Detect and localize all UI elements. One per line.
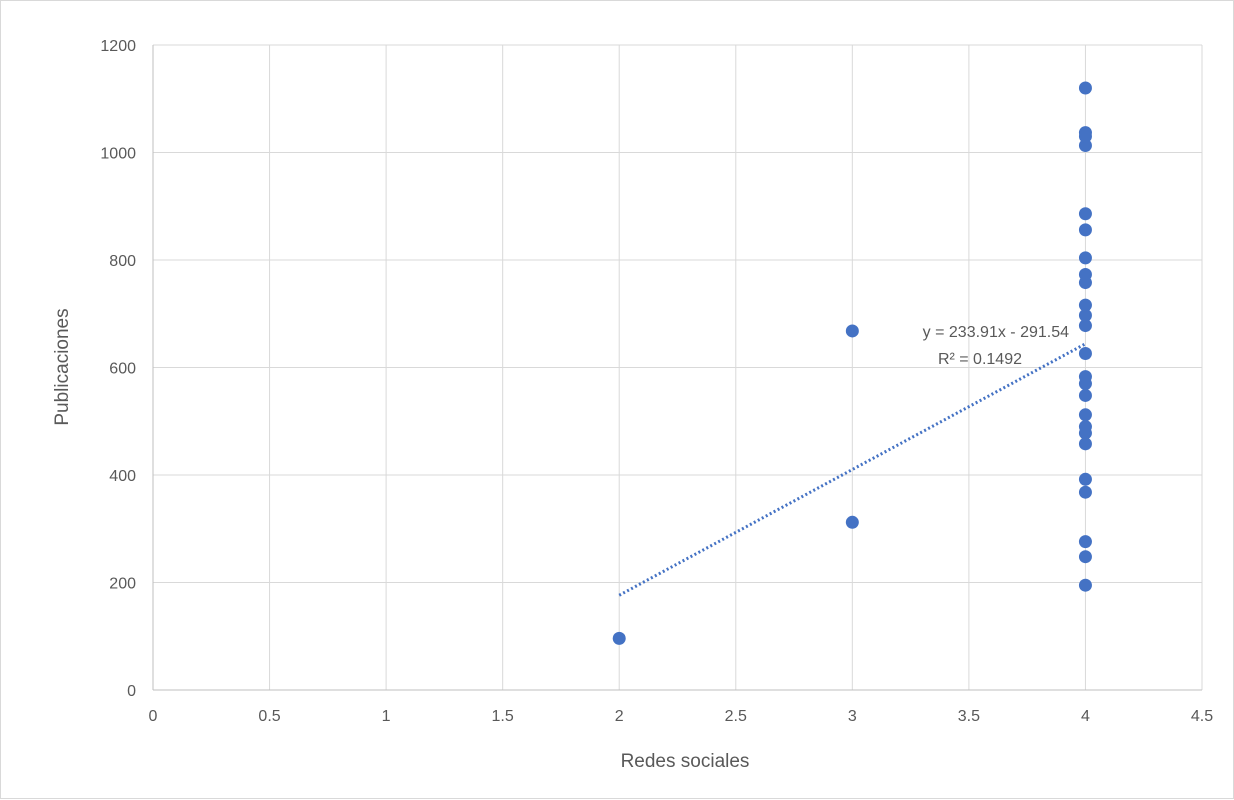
data-point	[1078, 437, 1092, 451]
data-point	[1078, 535, 1092, 549]
x-axis-title: Redes sociales	[621, 751, 750, 772]
data-point	[612, 631, 626, 645]
y-tick-label: 1000	[100, 146, 136, 163]
trendline-equation: y = 233.91x - 291.54	[923, 324, 1069, 341]
trendline-r-squared: R² = 0.1492	[938, 351, 1022, 368]
tick-labels: 0 0.5 1 1.5 2 2.5 3 3.5 4 4.5 0 200 400 600 800 1000 120…	[100, 38, 1213, 725]
x-tick-label: 3.5	[958, 708, 980, 725]
x-tick-label: 2	[615, 708, 624, 725]
data-point	[1078, 207, 1092, 221]
data-point	[1078, 319, 1092, 333]
data-point	[1078, 472, 1092, 486]
axes	[152, 45, 1202, 691]
gridlines	[153, 44, 1203, 690]
y-axis-title: Publicaciones	[52, 308, 73, 425]
y-tick-label: 1200	[100, 38, 136, 55]
data-point	[1078, 81, 1092, 95]
x-tick-label: 0	[149, 708, 158, 725]
data-point	[1078, 420, 1092, 434]
data-point	[1078, 223, 1092, 237]
data-point	[1078, 126, 1092, 140]
data-point	[1078, 347, 1092, 361]
data-point	[1078, 268, 1092, 282]
x-tick-label: 4	[1081, 708, 1090, 725]
data-points	[612, 81, 1092, 645]
x-tick-label: 0.5	[258, 708, 280, 725]
data-point	[1078, 370, 1092, 384]
y-tick-label: 200	[109, 576, 136, 593]
y-tick-label: 400	[109, 468, 136, 485]
y-tick-label: 0	[127, 683, 136, 700]
x-tick-label: 4.5	[1191, 708, 1213, 725]
y-tick-label: 800	[109, 253, 136, 270]
data-point	[1078, 578, 1092, 592]
data-point	[1078, 408, 1092, 422]
x-tick-label: 1	[382, 708, 391, 725]
trendline	[618, 342, 1087, 597]
x-tick-label: 1.5	[492, 708, 514, 725]
y-tick-label: 600	[109, 361, 136, 378]
x-tick-label: 3	[848, 708, 857, 725]
x-tick-label: 2.5	[725, 708, 747, 725]
data-point	[845, 515, 859, 529]
data-point	[1078, 485, 1092, 499]
data-point	[1078, 251, 1092, 265]
labels: Redes sociales Publicaciones y = 233.91x…	[52, 308, 1069, 772]
data-point	[1078, 298, 1092, 312]
data-point	[1078, 550, 1092, 564]
data-point	[845, 324, 859, 338]
trendline-group	[618, 342, 1087, 597]
data-point	[1078, 139, 1092, 153]
data-point	[1078, 388, 1092, 402]
data-point	[1078, 308, 1092, 322]
